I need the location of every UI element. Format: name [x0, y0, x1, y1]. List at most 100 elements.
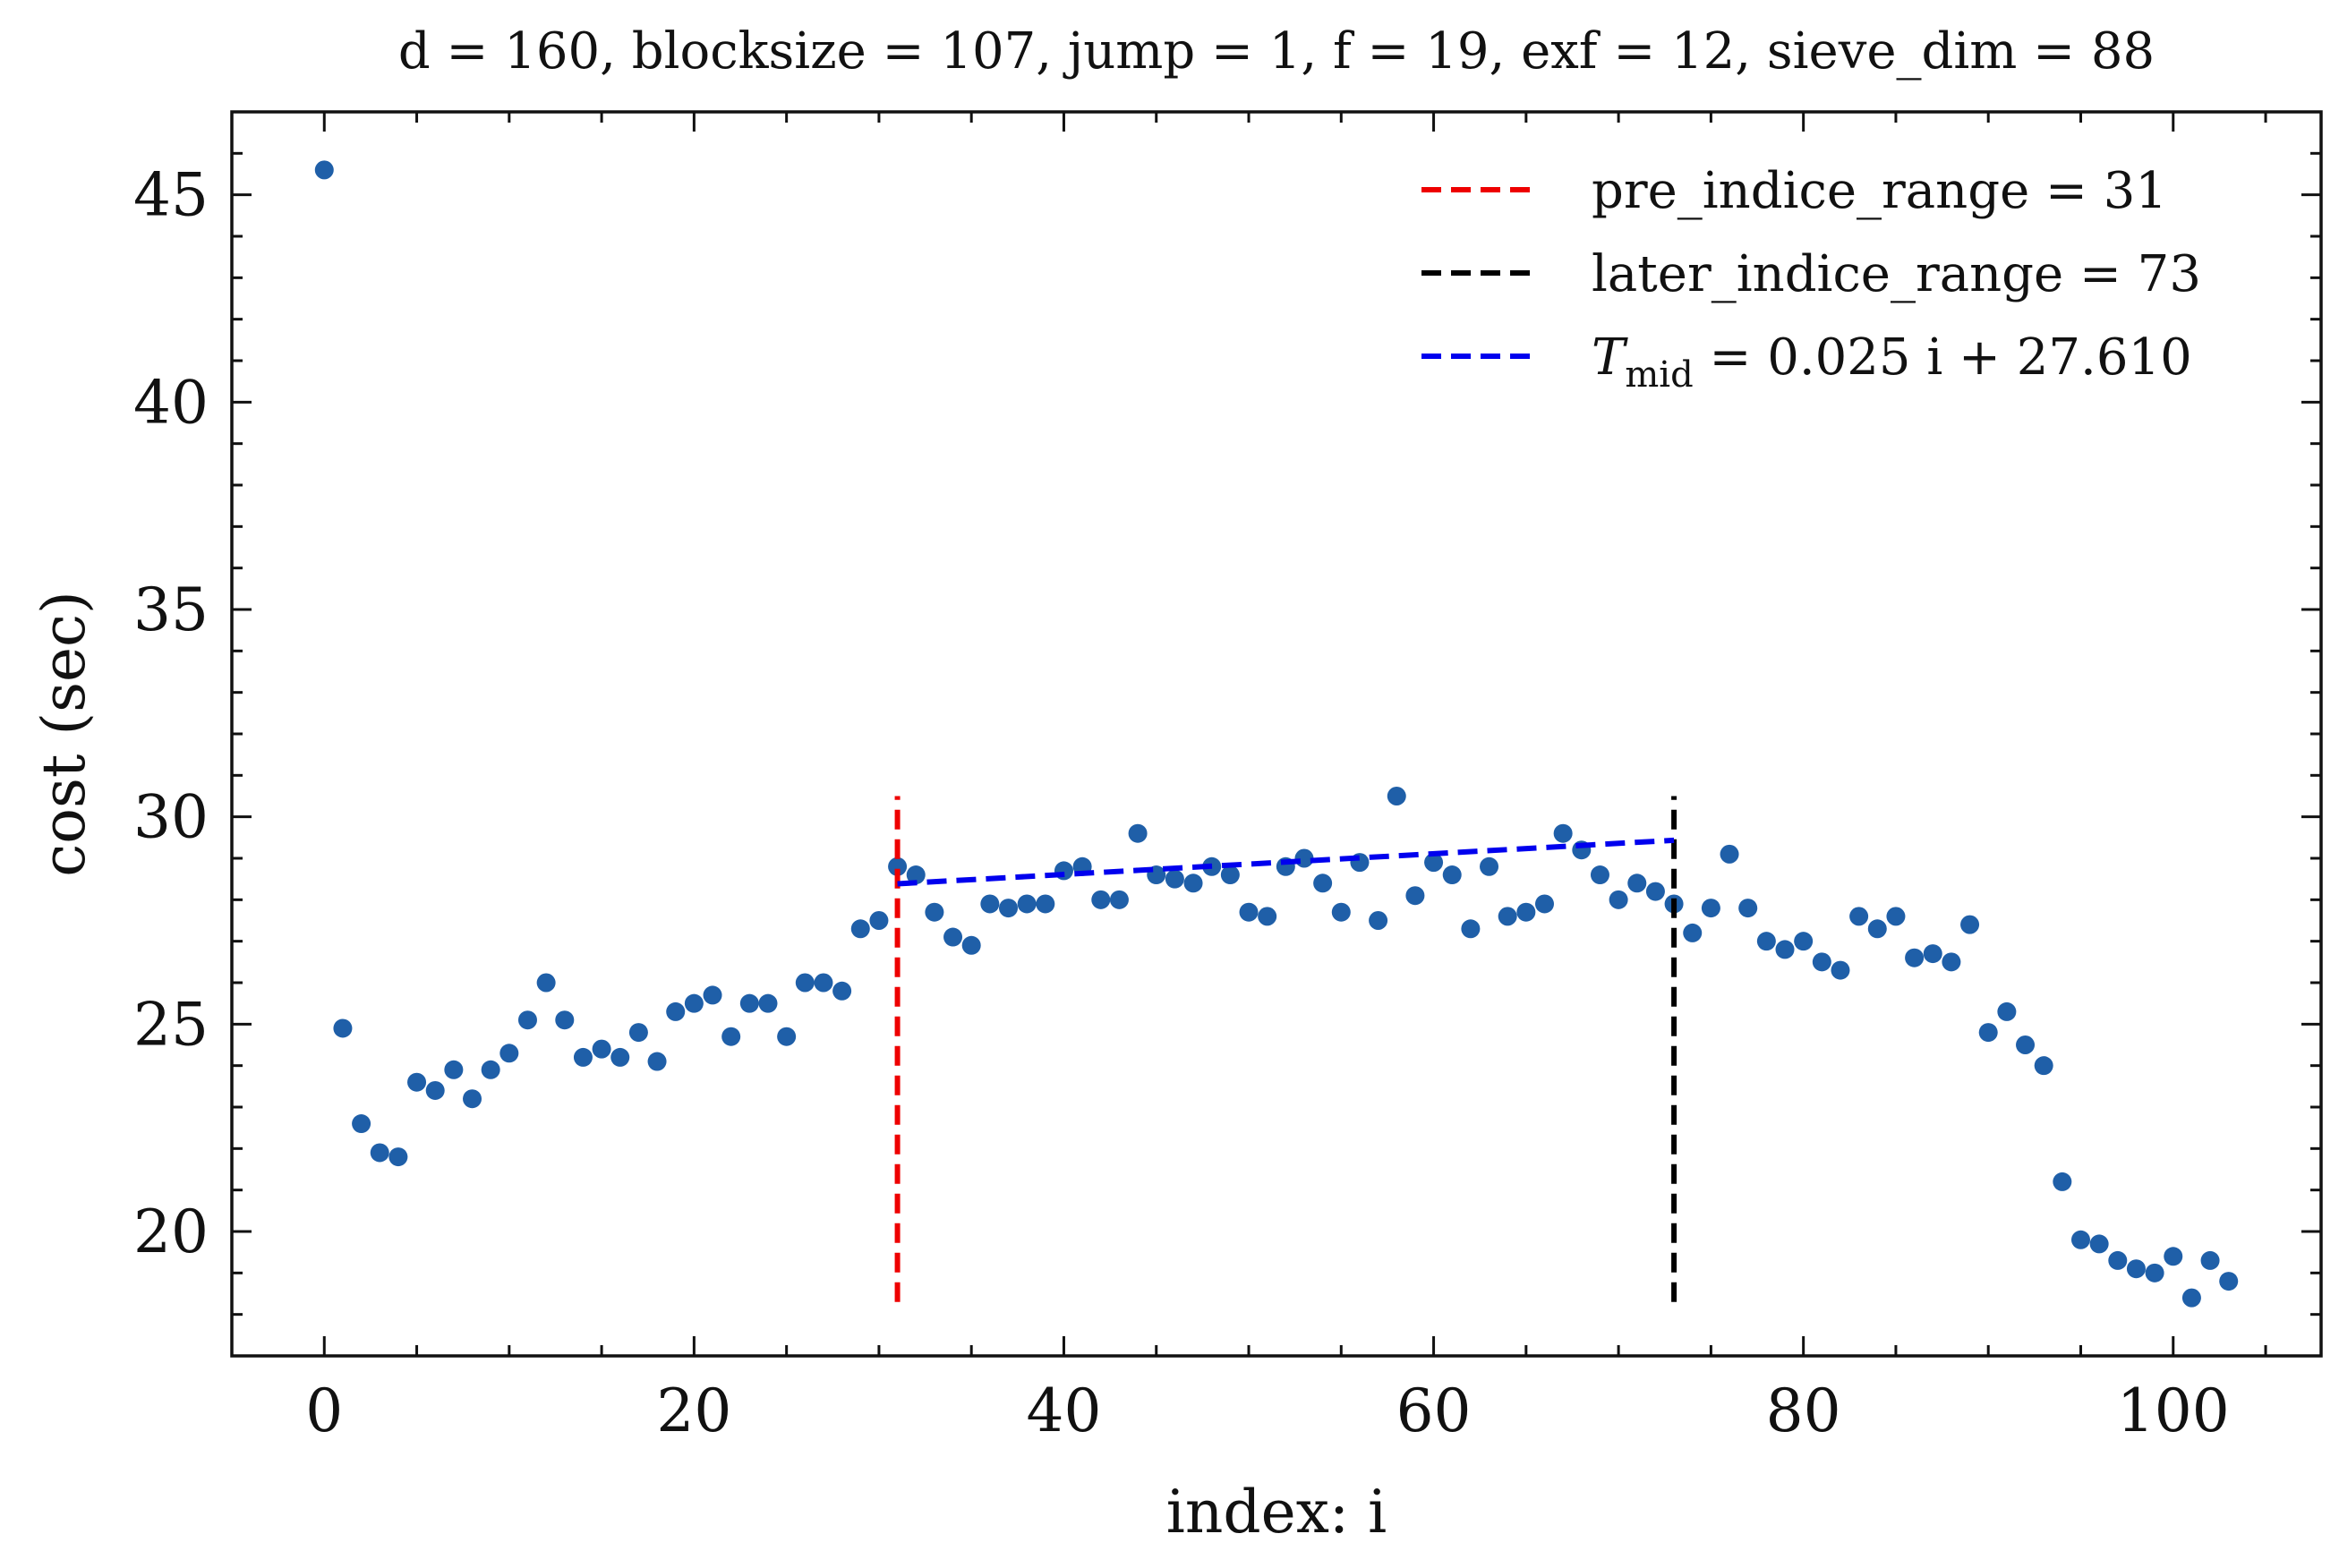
- data-point: [739, 993, 759, 1013]
- legend-entry: pre_indice_range = 31: [1592, 162, 2167, 220]
- data-point: [1516, 902, 1536, 922]
- data-point: [1831, 960, 1850, 980]
- data-point: [906, 865, 926, 885]
- data-point: [888, 856, 908, 876]
- data-point: [1553, 823, 1573, 843]
- data-point: [1756, 932, 1776, 951]
- data-point: [481, 1060, 500, 1079]
- data-point: [2126, 1259, 2146, 1279]
- data-point: [1942, 952, 1961, 972]
- data-point: [1331, 902, 1351, 922]
- data-point: [2034, 1056, 2053, 1076]
- data-point: [1017, 894, 1037, 914]
- plot-frame: [230, 110, 2323, 1358]
- data-point: [592, 1039, 611, 1059]
- data-point: [1960, 915, 1980, 934]
- data-point: [1109, 890, 1129, 909]
- data-point: [925, 902, 944, 922]
- legend: pre_indice_range = 31 later_indice_range …: [1421, 162, 2201, 396]
- data-point: [1461, 919, 1481, 939]
- data-point: [943, 927, 963, 947]
- y-grid-ticks: 20 25 30 35 40 45: [133, 110, 2321, 1358]
- data-point: [2200, 1250, 2220, 1270]
- data-point: [1645, 882, 1665, 901]
- x-tick-label: 80: [1766, 1376, 1841, 1445]
- data-point: [1775, 940, 1795, 959]
- data-point: [573, 1047, 593, 1067]
- data-point: [1923, 944, 1942, 964]
- data-point: [869, 911, 889, 930]
- y-tick-label: 40: [133, 368, 209, 437]
- data-point: [1405, 886, 1425, 906]
- data-point: [684, 993, 704, 1013]
- data-point: [1905, 948, 1925, 967]
- data-point: [517, 1010, 537, 1030]
- x-tick-label: 40: [1026, 1376, 1101, 1445]
- data-point: [2053, 1172, 2072, 1191]
- data-point: [2016, 1035, 2036, 1054]
- data-point: [1036, 894, 1055, 914]
- legend-entry: Tmid = 0.025 i + 27.610: [1592, 328, 2192, 396]
- data-point: [1609, 890, 1628, 909]
- y-tick-label: 45: [133, 161, 209, 230]
- data-point: [1701, 899, 1720, 918]
- legend-entry: later_indice_range = 73: [1592, 245, 2201, 303]
- data-point: [499, 1044, 519, 1063]
- y-tick-label: 35: [133, 575, 209, 644]
- data-point: [1683, 923, 1703, 942]
- reference-lines: [894, 796, 1677, 1302]
- data-point: [370, 1143, 389, 1163]
- data-point: [610, 1047, 630, 1067]
- data-point: [1313, 873, 1333, 893]
- data-point: [758, 993, 778, 1013]
- data-point: [2070, 1230, 2090, 1249]
- data-point: [352, 1114, 371, 1134]
- x-tick-label: 100: [2117, 1376, 2230, 1445]
- data-point: [555, 1010, 575, 1030]
- data-point: [407, 1072, 427, 1092]
- data-point: [1720, 844, 1739, 864]
- data-point: [1590, 865, 1609, 885]
- data-point: [1128, 823, 1148, 843]
- y-axis-label: cost (sec): [30, 591, 98, 876]
- x-tick-label: 60: [1396, 1376, 1472, 1445]
- data-point: [388, 1147, 408, 1167]
- data-point: [1886, 907, 1906, 926]
- data-point: [1627, 873, 1647, 893]
- data-point: [961, 935, 981, 955]
- x-tick-label: 0: [305, 1376, 343, 1445]
- data-point: [1480, 856, 1499, 876]
- data-point: [721, 1027, 741, 1046]
- data-point: [1794, 932, 1814, 951]
- data-point: [980, 894, 1000, 914]
- data-point: [463, 1089, 482, 1109]
- data-point: [1534, 894, 1554, 914]
- data-point: [647, 1052, 667, 1071]
- data-point: [1867, 919, 1887, 939]
- data-point: [1091, 890, 1111, 909]
- data-point: [1997, 1001, 2017, 1021]
- data-point: [1849, 907, 1869, 926]
- data-point: [1978, 1023, 1998, 1043]
- data-point: [1220, 865, 1240, 885]
- data-point: [1442, 865, 1462, 885]
- data-point: [1812, 952, 1831, 972]
- data-point: [703, 985, 722, 1005]
- x-grid-ticks: 0 20 40 60 80 100: [230, 112, 2267, 1445]
- data-point: [2145, 1263, 2164, 1283]
- data-point: [628, 1023, 648, 1043]
- data-point: [832, 981, 852, 1001]
- y-tick-label: 30: [133, 783, 209, 852]
- data-point: [1258, 907, 1277, 926]
- data-point: [333, 1018, 353, 1038]
- data-point: [814, 973, 833, 993]
- y-tick-label: 25: [133, 990, 209, 1059]
- fit-line: [897, 837, 1675, 887]
- data-point: [1369, 911, 1388, 930]
- data-point: [795, 973, 815, 993]
- data-point: [2181, 1288, 2201, 1308]
- data-point: [2164, 1247, 2183, 1266]
- data-point: [425, 1080, 445, 1100]
- data-point: [666, 1001, 686, 1021]
